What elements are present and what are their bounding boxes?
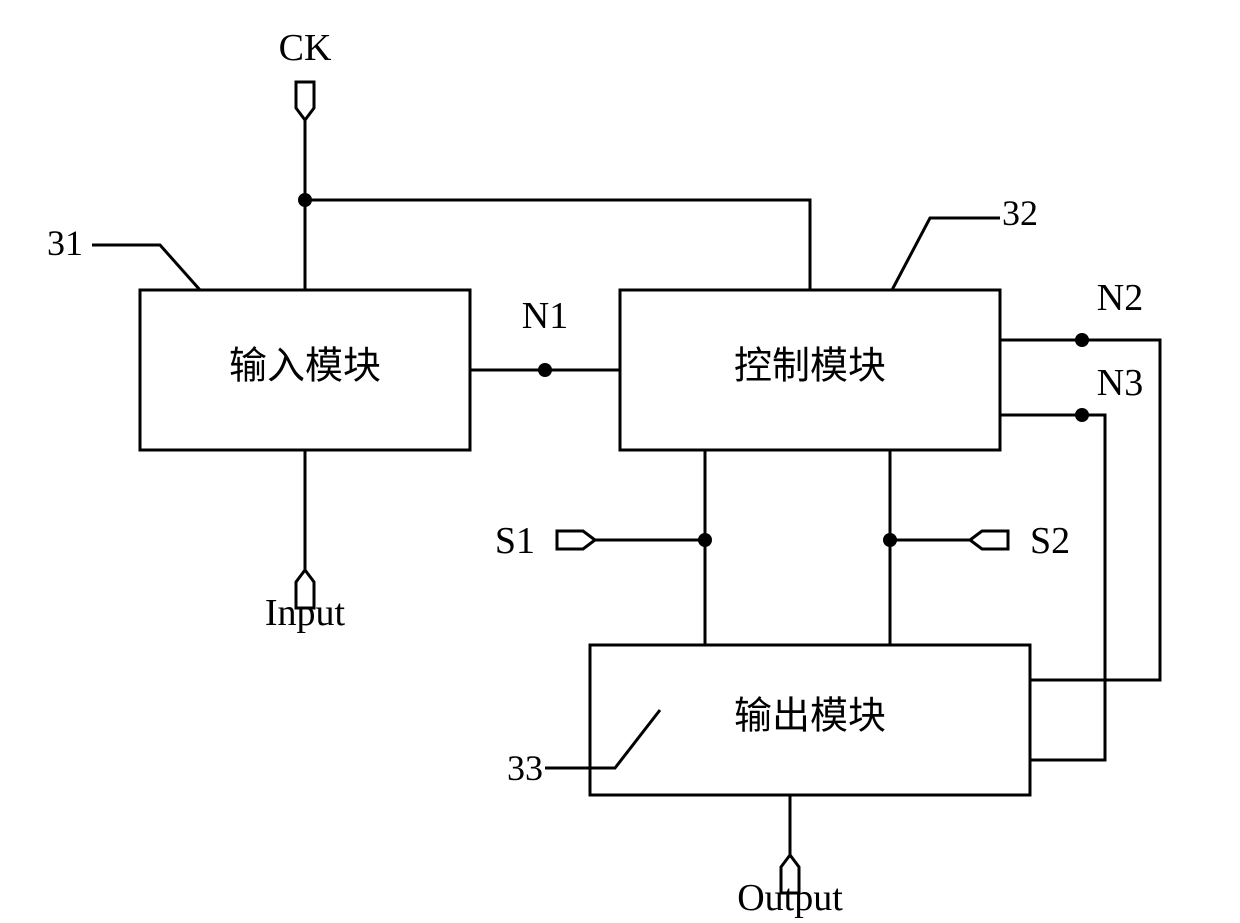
port-S2-label: S2 [1030, 520, 1070, 562]
input-block-label: 输入模块 [229, 346, 381, 388]
port-CK-marker [296, 82, 314, 120]
port-S1-label: S1 [495, 520, 535, 562]
port-Input-label: Input [265, 592, 346, 634]
ref-33-label: 33 [507, 748, 543, 788]
junction-dot [698, 533, 712, 547]
junction-dot [538, 363, 552, 377]
junction-dot [883, 533, 897, 547]
port-CK-label: CK [279, 27, 332, 69]
diagram-svg: 输入模块 控制模块输出模块 CK Input S1 S2 Output N1 N2 N3 31 32 3… [0, 0, 1240, 923]
diagram-stage: 输入模块 控制模块输出模块 CK Input S1 S2 Output N1 N2 N3 31 32 3… [0, 0, 1240, 923]
wire-ck-branch-to-ctrl [305, 200, 810, 290]
ref-32-leader [892, 218, 1000, 290]
ref-32-label: 32 [1002, 193, 1038, 233]
output-block-label: 输出模块 [734, 696, 886, 738]
node-N2-label: N2 [1097, 277, 1143, 319]
junction-dot [298, 193, 312, 207]
ref-31-label: 31 [47, 223, 83, 263]
port-S1-marker [557, 531, 595, 549]
node-N3-label: N3 [1097, 362, 1143, 404]
junction-dot [1075, 408, 1089, 422]
port-Output-label: Output [737, 877, 843, 919]
ref-31-leader [92, 245, 200, 290]
control-block-label: 控制模块 [734, 346, 886, 388]
port-S2-marker [970, 531, 1008, 549]
node-N1-label: N1 [522, 295, 568, 337]
junction-dot [1075, 333, 1089, 347]
